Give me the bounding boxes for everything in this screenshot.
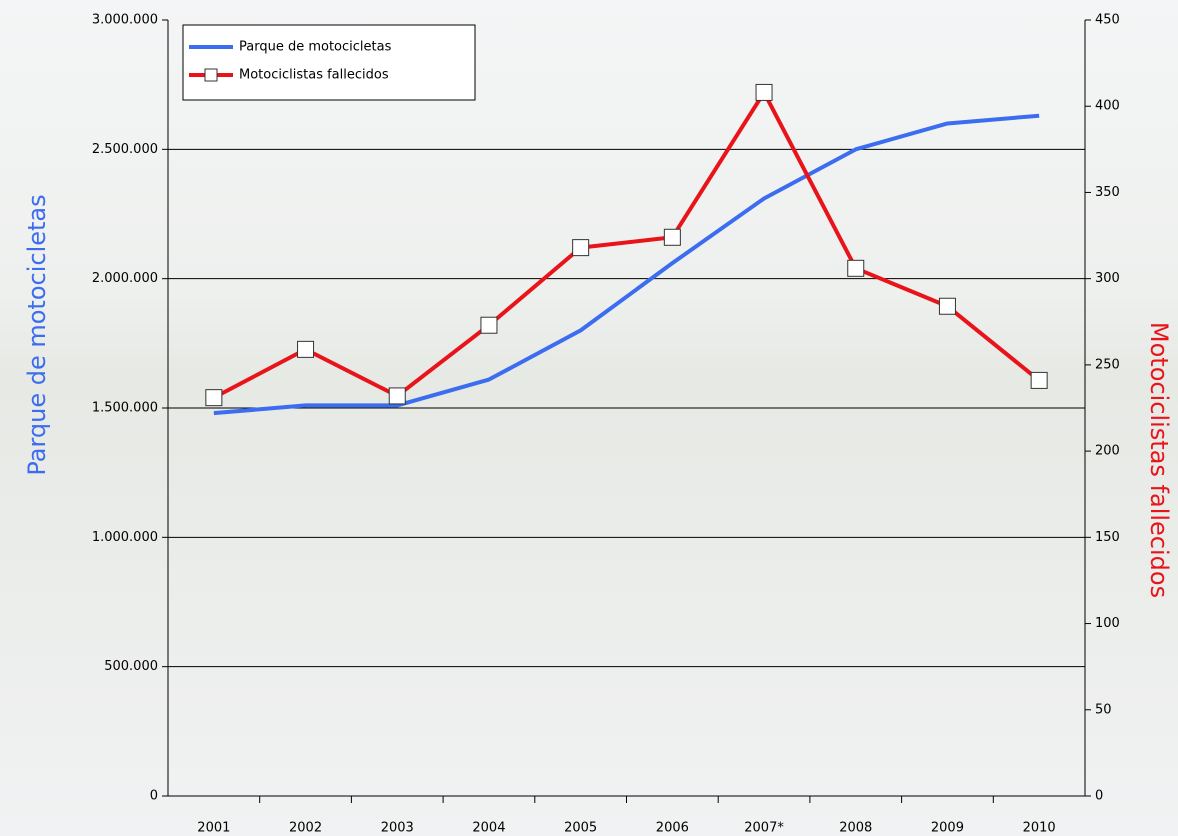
marker (664, 229, 680, 245)
x-tick-label: 2002 (289, 821, 322, 836)
y2-tick-label: 350 (1095, 185, 1120, 200)
x-tick-label: 2001 (197, 821, 230, 836)
chart: Parque de motocicletas Motociclistas fal… (0, 0, 1178, 836)
x-tick-label: 2005 (564, 821, 597, 836)
x-tick-label: 2006 (656, 821, 689, 836)
legend-marker (205, 69, 217, 81)
y2-tick-label: 250 (1095, 357, 1120, 372)
marker (206, 390, 222, 406)
marker (481, 317, 497, 333)
x-tick-label: 2009 (931, 821, 964, 836)
y2-tick-label: 50 (1095, 702, 1112, 717)
marker (848, 260, 864, 276)
legend-box (183, 25, 475, 100)
y2-tick-label: 300 (1095, 271, 1120, 286)
y-tick-label: 1.500.000 (92, 401, 158, 416)
y-tick-label: 2.500.000 (92, 142, 158, 157)
y2-tick-label: 400 (1095, 99, 1120, 114)
y2-tick-label: 0 (1095, 789, 1103, 804)
x-tick-label: 2007* (744, 821, 784, 836)
x-tick-label: 2010 (1023, 821, 1056, 836)
legend-label: Motociclistas fallecidos (239, 68, 389, 83)
y-tick-label: 1.000.000 (92, 530, 158, 545)
y-tick-label: 0 (150, 789, 158, 804)
marker (1031, 372, 1047, 388)
x-tick-label: 2008 (839, 821, 872, 836)
y-axis-label: Parque de motocicletas (23, 194, 51, 475)
x-tick-label: 2003 (381, 821, 414, 836)
y-tick-label: 3.000.000 (92, 13, 158, 28)
y2-tick-label: 450 (1095, 13, 1120, 28)
marker (573, 240, 589, 256)
background (0, 0, 1178, 836)
y2-tick-label: 200 (1095, 444, 1120, 459)
marker (756, 84, 772, 100)
y2-axis-label: Motociclistas fallecidos (1145, 322, 1173, 598)
y-tick-label: 500.000 (104, 659, 158, 674)
marker (939, 298, 955, 314)
y2-tick-label: 100 (1095, 616, 1120, 631)
y2-tick-label: 150 (1095, 530, 1120, 545)
y-tick-label: 2.000.000 (92, 271, 158, 286)
x-tick-label: 2004 (472, 821, 505, 836)
legend-label: Parque de motocicletas (239, 40, 392, 55)
marker (389, 388, 405, 404)
marker (298, 341, 314, 357)
